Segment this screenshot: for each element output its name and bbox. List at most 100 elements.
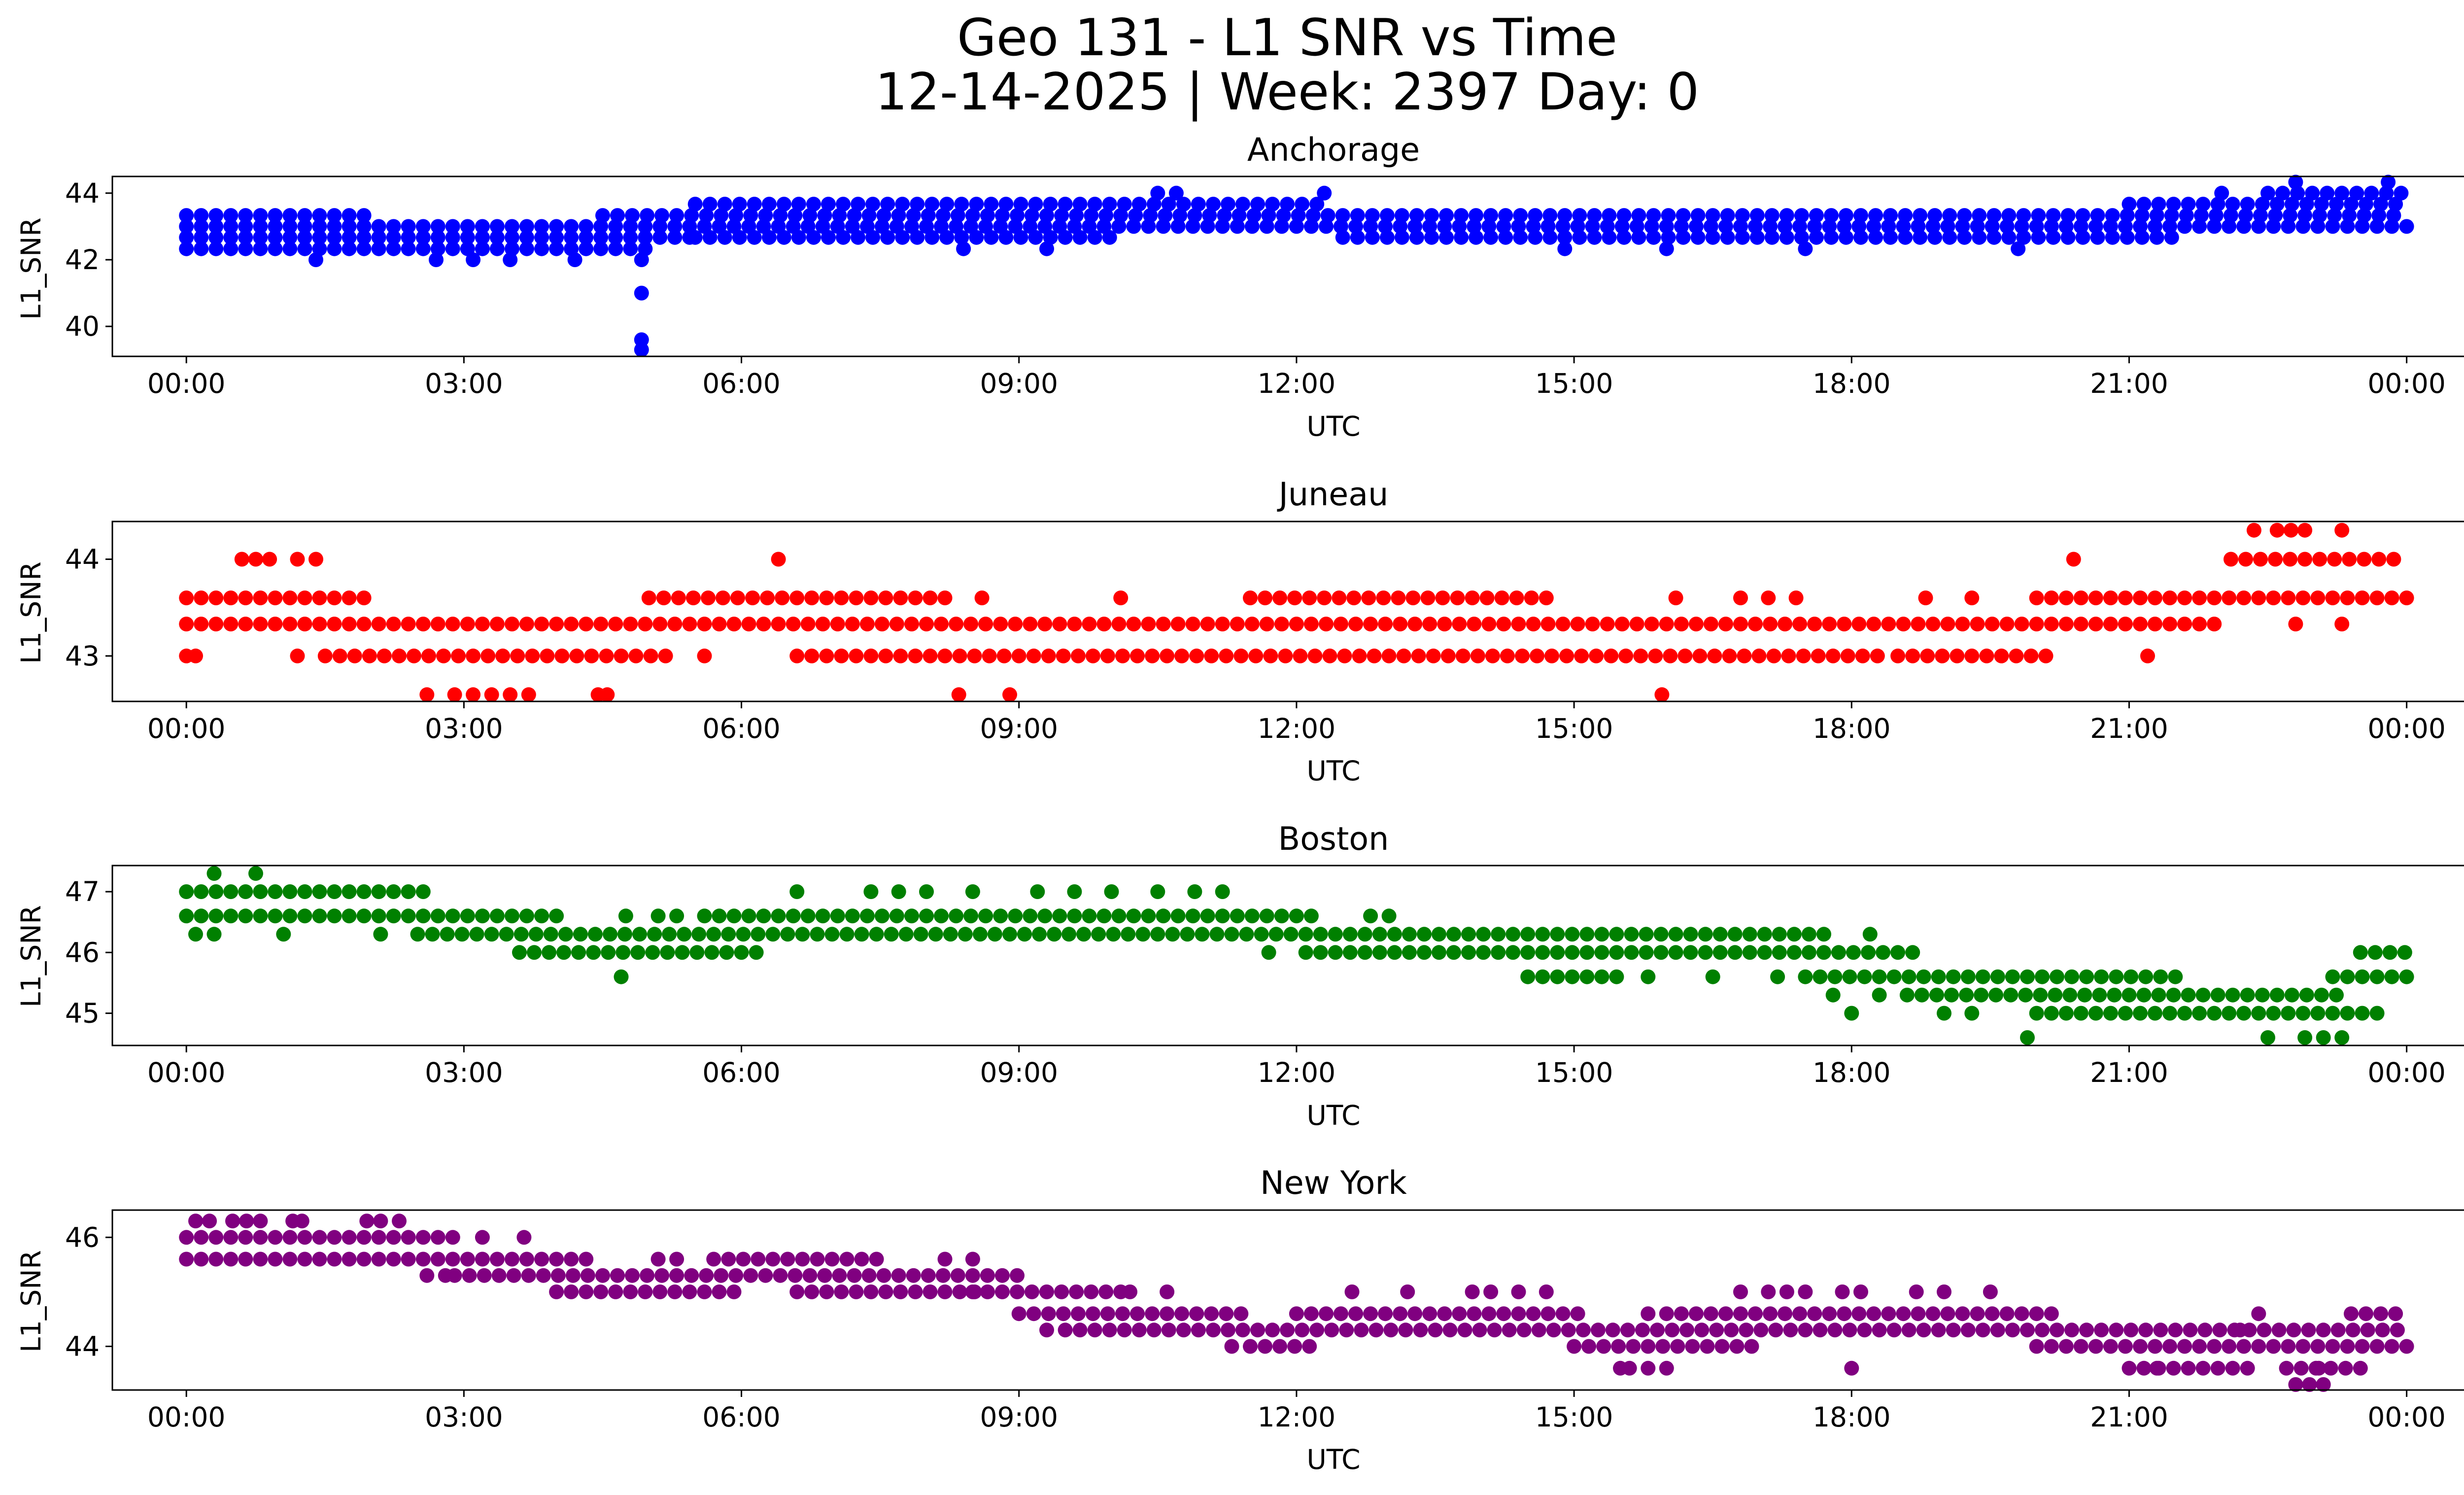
data-point: [1010, 208, 1025, 223]
data-point: [2079, 969, 2094, 984]
data-point: [312, 884, 327, 899]
data-point: [1191, 197, 1206, 212]
data-point: [1602, 208, 1617, 223]
data-point: [1332, 591, 1347, 605]
data-point: [2133, 591, 2148, 605]
data-point: [543, 927, 558, 942]
data-point: [1788, 591, 1804, 605]
data-point: [1565, 945, 1580, 960]
data-point: [1528, 208, 1543, 223]
data-point: [1348, 1306, 1364, 1321]
data-point: [1365, 208, 1380, 223]
data-point: [2340, 969, 2355, 984]
data-point: [460, 230, 475, 245]
data-point: [845, 617, 860, 631]
data-point: [967, 648, 982, 663]
data-point: [2122, 987, 2137, 1003]
data-point: [2381, 174, 2396, 190]
data-point: [1557, 241, 1573, 256]
data-point: [1940, 617, 1955, 631]
x-tick-label: 03:00: [425, 1401, 503, 1433]
data-point: [2105, 230, 2120, 245]
x-tick-label: 09:00: [980, 713, 1058, 744]
data-point: [1150, 884, 1165, 899]
data-point: [564, 1252, 579, 1267]
data-point: [2148, 617, 2162, 631]
data-point: [223, 591, 239, 605]
data-point: [253, 617, 268, 631]
data-point: [1287, 591, 1302, 605]
data-point: [691, 927, 707, 942]
data-point: [2088, 1006, 2103, 1021]
data-point: [1986, 208, 2002, 223]
data-point: [1748, 1306, 1763, 1321]
data-point: [282, 591, 298, 605]
data-point: [1950, 648, 1965, 663]
data-point: [2251, 1306, 2266, 1321]
data-point: [2073, 1006, 2088, 1021]
data-point: [586, 945, 601, 960]
data-point: [756, 908, 771, 924]
data-point: [1925, 1306, 1941, 1321]
data-point: [1417, 927, 1432, 942]
data-point: [1437, 219, 1452, 234]
data-point: [741, 219, 756, 234]
data-point: [786, 908, 801, 924]
data-point: [1102, 230, 1117, 245]
data-point: [1381, 908, 1397, 924]
data-point: [1807, 1306, 1822, 1321]
data-point: [2342, 208, 2357, 223]
data-point: [919, 617, 934, 631]
data-point: [994, 208, 1010, 223]
data-point: [815, 617, 830, 631]
data-point: [2148, 1339, 2162, 1354]
data-point: [234, 552, 249, 567]
data-point: [669, 908, 684, 924]
data-point: [895, 230, 910, 245]
data-point: [625, 1268, 640, 1283]
data-point: [2251, 1006, 2266, 1021]
data-point: [2268, 208, 2283, 223]
data-point: [1839, 208, 1853, 223]
x-tick-label: 09:00: [980, 368, 1058, 399]
data-point: [447, 687, 462, 702]
data-point: [2397, 945, 2412, 960]
data-point: [371, 230, 386, 245]
data-point: [2136, 987, 2152, 1003]
data-point: [904, 617, 919, 631]
data-point: [317, 648, 333, 663]
data-point: [2153, 969, 2168, 984]
data-point: [475, 1230, 490, 1245]
data-point: [1801, 945, 1816, 960]
data-point: [923, 591, 938, 605]
scatter-points: [179, 1214, 2414, 1392]
data-point: [1011, 648, 1027, 663]
data-point: [1461, 927, 1476, 942]
data-point: [697, 1284, 712, 1299]
data-point: [1913, 208, 1928, 223]
data-point: [371, 884, 386, 899]
data-point: [1437, 1306, 1452, 1321]
data-point: [1886, 969, 1902, 984]
data-point: [638, 617, 653, 631]
data-point: [1559, 648, 1574, 663]
data-point: [1714, 1339, 1730, 1354]
data-point: [2133, 219, 2148, 234]
data-point: [238, 1230, 253, 1245]
data-point: [359, 1214, 375, 1229]
data-point: [1131, 197, 1147, 212]
data-point: [2344, 197, 2359, 212]
data-point: [2314, 197, 2329, 212]
data-point: [1868, 230, 1883, 245]
data-point: [2168, 969, 2183, 984]
data-point: [1268, 927, 1284, 942]
data-point: [1111, 908, 1127, 924]
data-point: [952, 1284, 967, 1299]
data-point: [1023, 908, 1038, 924]
data-point: [2164, 230, 2179, 245]
data-point: [1868, 208, 1883, 223]
data-point: [1028, 197, 1043, 212]
data-point: [1069, 1284, 1084, 1299]
y-tick-label: 44: [65, 544, 100, 575]
data-point: [2001, 208, 2017, 223]
